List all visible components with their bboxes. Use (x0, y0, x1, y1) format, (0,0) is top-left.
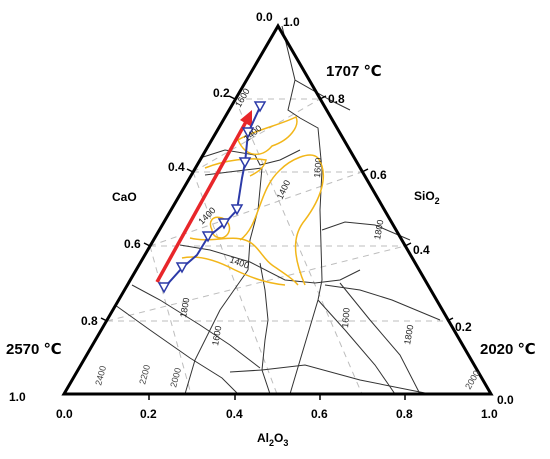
tick-label: 0.2 (213, 86, 230, 100)
isotherm-label: 1800 (178, 297, 191, 318)
blue-path (157, 101, 267, 294)
isotherm-label: 2200 (137, 364, 152, 386)
right-tick-labels: 1.0 0.8 0.6 0.4 0.2 0.0 (283, 15, 514, 407)
tick-label: 0.4 (226, 407, 243, 421)
tick-label: 0.0 (497, 393, 514, 407)
al2o3-part-b: O (274, 431, 283, 445)
left-edge-ticks (100, 95, 236, 322)
triangle-outline (61, 23, 494, 396)
isotherm-label: 1800 (402, 324, 415, 345)
tick-label: 0.4 (413, 243, 430, 257)
bottom-tick-labels: 0.0 0.2 0.4 0.6 0.8 1.0 (56, 407, 498, 421)
tick-label: 1.0 (9, 390, 26, 404)
tick-label: 1.0 (283, 15, 300, 29)
marker-triangle (157, 282, 171, 294)
phase-boundaries (114, 25, 441, 395)
isotherm-label: 2000 (168, 367, 183, 389)
isotherm-label: 1600 (233, 87, 252, 109)
al2o3-part-a: Al (257, 431, 269, 445)
axis-label-al2o3: Al2O3 (257, 431, 288, 448)
isotherm-labels: 1600 1400 1600 1400 1400 1400 1800 1800 … (93, 87, 481, 391)
tick-label: 0.6 (124, 237, 141, 251)
marker-triangle (238, 157, 252, 169)
isotherm-label: 2400 (93, 365, 108, 387)
sio2-main: SiO (414, 189, 435, 203)
marker-triangle (230, 204, 244, 216)
corner-temp-left: 2570 ℃ (6, 341, 62, 358)
tick-label: 0.2 (140, 407, 157, 421)
right-edge-ticks (319, 95, 454, 322)
tick-label: 0.0 (256, 10, 273, 24)
tick-label: 0.2 (455, 320, 472, 334)
marker-triangle (175, 262, 189, 274)
axis-label-sio2: SiO2 (414, 189, 440, 206)
tick-label: 0.8 (81, 314, 98, 328)
grid-lines (106, 98, 447, 395)
tick-label: 0.6 (370, 168, 387, 182)
tick-label: 0.8 (396, 407, 413, 421)
al2o3-sub-b: 3 (283, 438, 288, 448)
tick-label: 1.0 (481, 407, 498, 421)
isotherm-label: 1600 (210, 325, 223, 346)
marker-triangle (241, 127, 255, 139)
bottom-edge-ticks (148, 394, 406, 400)
tick-label: 0.0 (56, 407, 73, 421)
axis-label-cao: CaO (112, 190, 137, 204)
al2o3-sub-a: 2 (269, 438, 274, 448)
isotherm-label: 1600 (340, 307, 352, 328)
corner-temp-top: 1707 ℃ (326, 63, 382, 80)
isotherm-label: 1800 (372, 219, 385, 240)
marker-triangle (253, 101, 267, 113)
corner-temp-right: 2020 ℃ (480, 341, 536, 358)
tick-label: 0.6 (311, 407, 328, 421)
sio2-subscript: 2 (435, 196, 440, 206)
tick-label: 0.4 (168, 160, 185, 174)
tick-label: 0.8 (328, 92, 345, 106)
isotherm-label: 1600 (312, 157, 324, 178)
marker-triangle (217, 218, 231, 230)
left-tick-labels: 0.0 0.2 0.4 0.6 0.8 1.0 (9, 10, 273, 404)
marker-triangle (201, 231, 215, 243)
red-arrow (155, 110, 252, 283)
